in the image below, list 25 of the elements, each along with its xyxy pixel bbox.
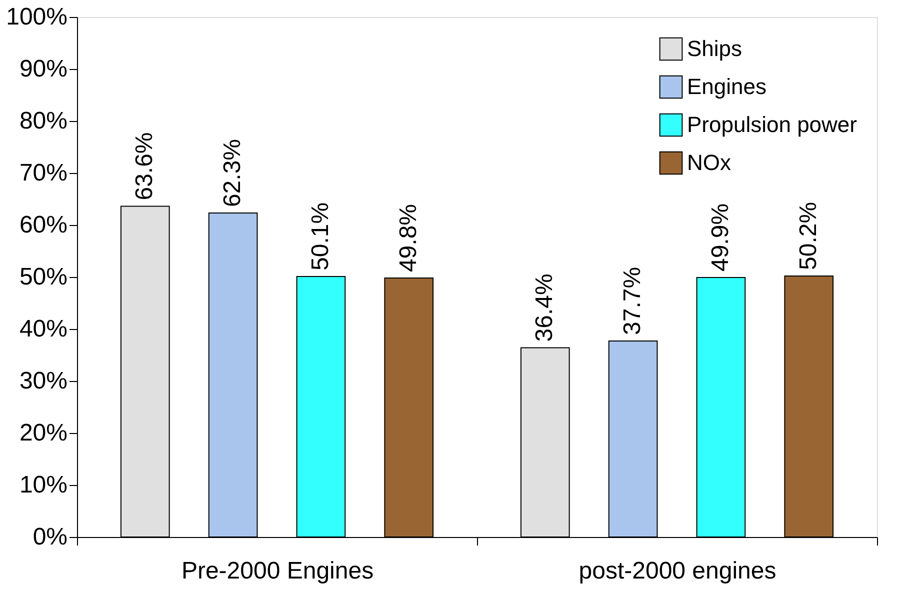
data-label: 63.6% bbox=[131, 132, 158, 200]
data-label: 49.9% bbox=[706, 203, 734, 272]
y-tick-label: 90% bbox=[19, 56, 68, 82]
y-tick-label: 0% bbox=[32, 524, 68, 550]
legend-label: Engines bbox=[687, 74, 767, 99]
data-label: 50.1% bbox=[306, 202, 334, 270]
data-label: 62.3% bbox=[219, 138, 246, 208]
y-tick-label: 70% bbox=[19, 160, 68, 186]
y-tick-label: 10% bbox=[19, 472, 68, 498]
legend-label: Propulsion power bbox=[687, 112, 857, 137]
data-label: 49.8% bbox=[394, 204, 422, 272]
x-tick-label: Pre-2000 Engines bbox=[181, 558, 374, 584]
legend-label: Ships bbox=[687, 36, 742, 61]
x-tick-label: post-2000 engines bbox=[578, 558, 776, 584]
y-tick-label: 30% bbox=[19, 368, 68, 394]
legend-label: NOx bbox=[687, 150, 731, 175]
y-tick-label: 100% bbox=[6, 4, 68, 30]
y-tick-label: 20% bbox=[19, 420, 68, 446]
y-tick-label: 80% bbox=[19, 108, 68, 134]
data-label: 50.2% bbox=[794, 202, 822, 270]
y-tick-label: 40% bbox=[19, 316, 68, 342]
y-tick-label: 50% bbox=[19, 264, 68, 290]
data-label: 36.4% bbox=[531, 274, 558, 342]
data-label: 37.7% bbox=[619, 266, 646, 335]
y-tick-label: 60% bbox=[19, 212, 68, 238]
